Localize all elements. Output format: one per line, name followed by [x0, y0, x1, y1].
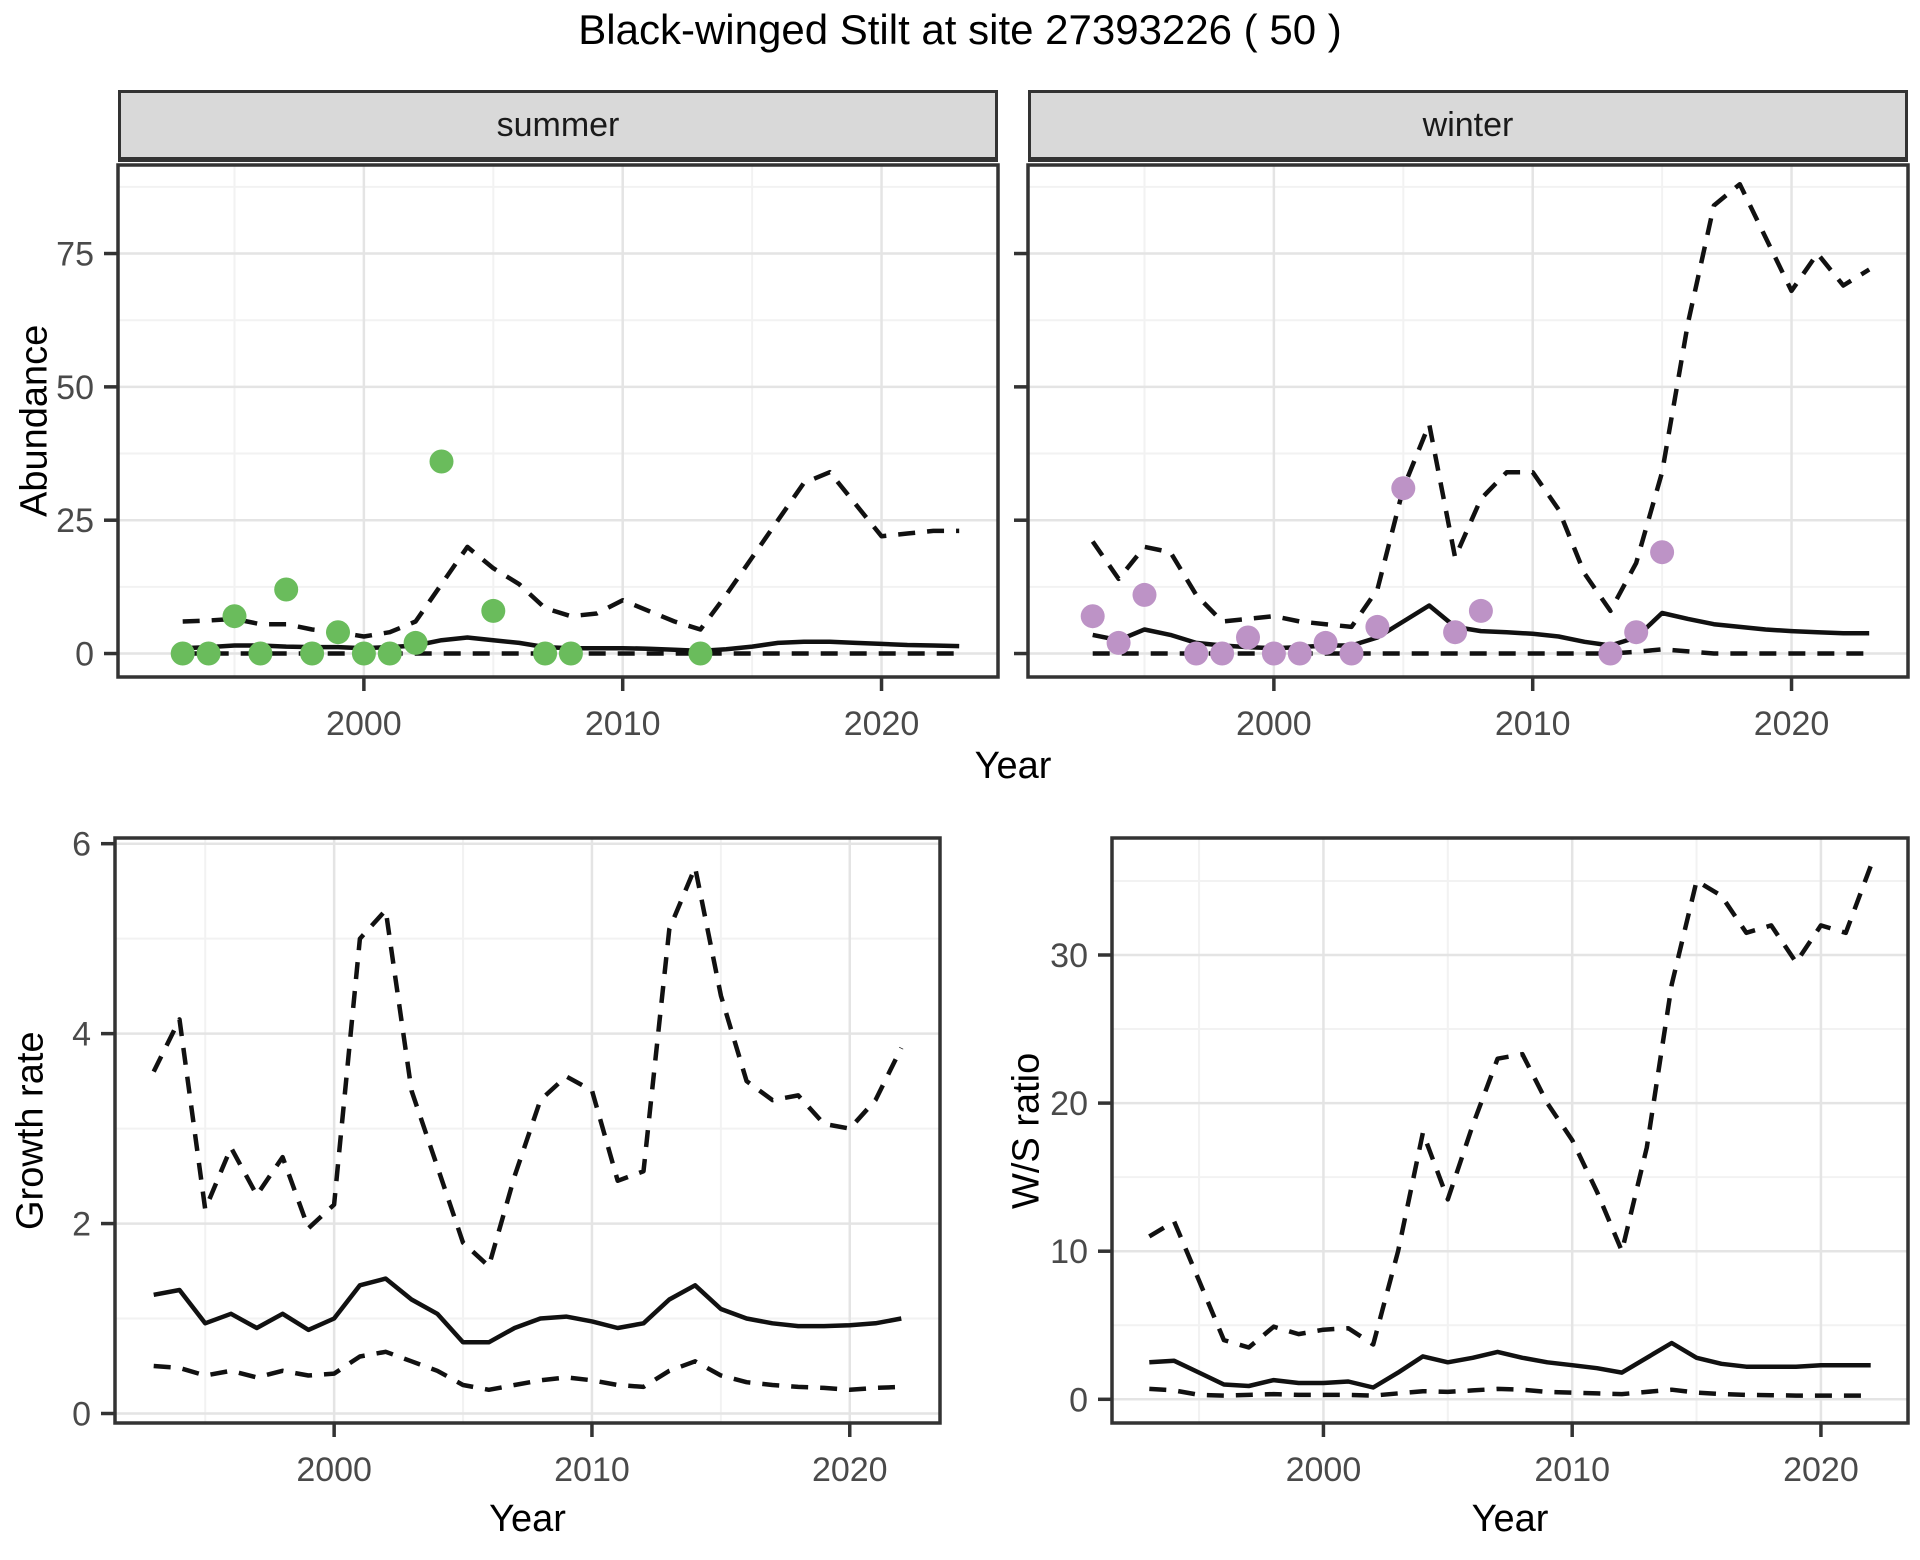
observed-point — [403, 630, 428, 655]
y-tick-label: 30 — [1050, 937, 1088, 975]
x-tick-label: 2000 — [1236, 705, 1312, 743]
y-tick-label: 0 — [75, 636, 94, 674]
y-tick-label: 2 — [72, 1206, 91, 1244]
x-tick-label: 2000 — [326, 705, 402, 743]
facet-strip-winter: winter — [1028, 90, 1908, 162]
observed-point — [377, 641, 402, 666]
observed-point — [300, 641, 325, 666]
observed-point — [1236, 625, 1260, 650]
abundance-summer-panel: 2000 2010 2020 0 25 50 75 — [56, 163, 1000, 743]
observed-point — [1313, 630, 1338, 655]
panel-border — [113, 836, 942, 1425]
observed-point — [1184, 641, 1209, 666]
axis-ticks: 2000 2010 2020 0 10 20 30 — [1050, 937, 1859, 1489]
observed-point — [1132, 582, 1157, 607]
observed-point — [1287, 641, 1312, 666]
observed-point — [1339, 641, 1364, 666]
series-median-estimate-line — [153, 1276, 902, 1345]
x-tick-label: 2020 — [1783, 1451, 1859, 1489]
observed-point — [1598, 641, 1623, 666]
x-tick-label: 2020 — [812, 1451, 888, 1489]
panel-border — [1026, 163, 1910, 679]
observed-point — [248, 641, 273, 666]
observed-point — [688, 641, 713, 666]
axis-ticks: 2000 2010 2020 — [1014, 251, 1830, 743]
facet-strip-summer: summer — [118, 90, 998, 162]
x-axis-title-year-growth: Year — [489, 1498, 566, 1540]
x-tick-label: 2020 — [1754, 705, 1830, 743]
y-tick-label: 75 — [56, 236, 94, 274]
observed-point — [1650, 540, 1675, 565]
growth-rate-panel: 2000 2010 2020 0 2 4 6 — [72, 826, 942, 1489]
grid-major — [1112, 838, 1908, 1423]
axis-ticks: 2000 2010 2020 0 25 50 75 — [56, 236, 919, 743]
abundance-winter-panel: 2000 2010 2020 — [1014, 163, 1910, 743]
observed-point — [1080, 604, 1105, 629]
series-upper-credible-interval-line — [1148, 865, 1873, 1350]
x-tick-label: 2000 — [296, 1451, 372, 1489]
observed-point — [1468, 598, 1493, 623]
observed-point — [351, 641, 376, 666]
x-tick-label: 2010 — [585, 705, 661, 743]
observed-point — [533, 641, 558, 666]
grid-major — [118, 165, 998, 677]
x-tick-label: 2010 — [1534, 1451, 1610, 1489]
series-median-estimate-line — [1149, 1340, 1871, 1390]
observed-counts-winter — [1080, 476, 1675, 666]
x-tick-label: 2020 — [844, 705, 920, 743]
series-upper-credible-interval-line — [182, 469, 960, 639]
y-tick-label: 0 — [72, 1396, 91, 1434]
panel-border — [116, 163, 1000, 679]
observed-point — [1391, 476, 1416, 501]
observed-point — [558, 641, 583, 666]
observed-point — [1365, 614, 1390, 639]
ws-ratio-panel: 2000 2010 2020 0 10 20 30 — [1050, 836, 1910, 1489]
series-lower-credible-interval-line — [153, 1349, 902, 1393]
x-axis-title-year-top: Year — [974, 745, 1052, 787]
y-tick-label: 20 — [1050, 1085, 1088, 1123]
observed-point — [274, 577, 299, 602]
x-tick-label: 2010 — [554, 1451, 630, 1489]
observed-point — [1624, 620, 1649, 645]
panel-border — [1110, 836, 1910, 1425]
axis-ticks: 2000 2010 2020 0 2 4 6 — [72, 826, 888, 1489]
series-upper-credible-interval-line — [1090, 181, 1871, 630]
grid-minor — [118, 165, 998, 677]
facet-strip-summer-label: summer — [496, 105, 620, 144]
observed-point — [429, 449, 454, 474]
grid-minor — [115, 838, 940, 1423]
observed-point — [326, 620, 350, 645]
observed-point — [1210, 641, 1235, 666]
y-tick-label: 10 — [1050, 1233, 1088, 1271]
grid-minor — [1112, 838, 1908, 1423]
observed-point — [170, 641, 195, 666]
facet-strip-winter-label: winter — [1422, 105, 1514, 144]
observed-point — [222, 604, 247, 629]
grid-major — [115, 838, 940, 1423]
observed-point — [1106, 630, 1131, 655]
y-tick-label: 50 — [56, 369, 94, 407]
y-tick-label: 4 — [72, 1016, 91, 1054]
observed-point — [196, 641, 221, 666]
y-tick-label: 6 — [72, 826, 91, 864]
y-tick-label: 0 — [1069, 1381, 1088, 1419]
grid-minor — [1028, 165, 1908, 677]
observed-point — [1261, 641, 1286, 666]
x-axis-title-year-ws: Year — [1471, 1498, 1549, 1540]
observed-counts-summer — [170, 449, 713, 666]
x-tick-label: 2010 — [1495, 705, 1571, 743]
series-lower-credible-interval-line — [1149, 1386, 1871, 1398]
grid-major — [1028, 165, 1908, 677]
y-tick-label: 25 — [56, 502, 94, 540]
series-upper-credible-interval-line — [151, 865, 904, 1269]
observed-point — [481, 598, 506, 623]
x-tick-label: 2000 — [1286, 1451, 1362, 1489]
page-title: Black-winged Stilt at site 27393226 ( 50… — [578, 6, 1342, 53]
observed-point — [1443, 620, 1468, 645]
